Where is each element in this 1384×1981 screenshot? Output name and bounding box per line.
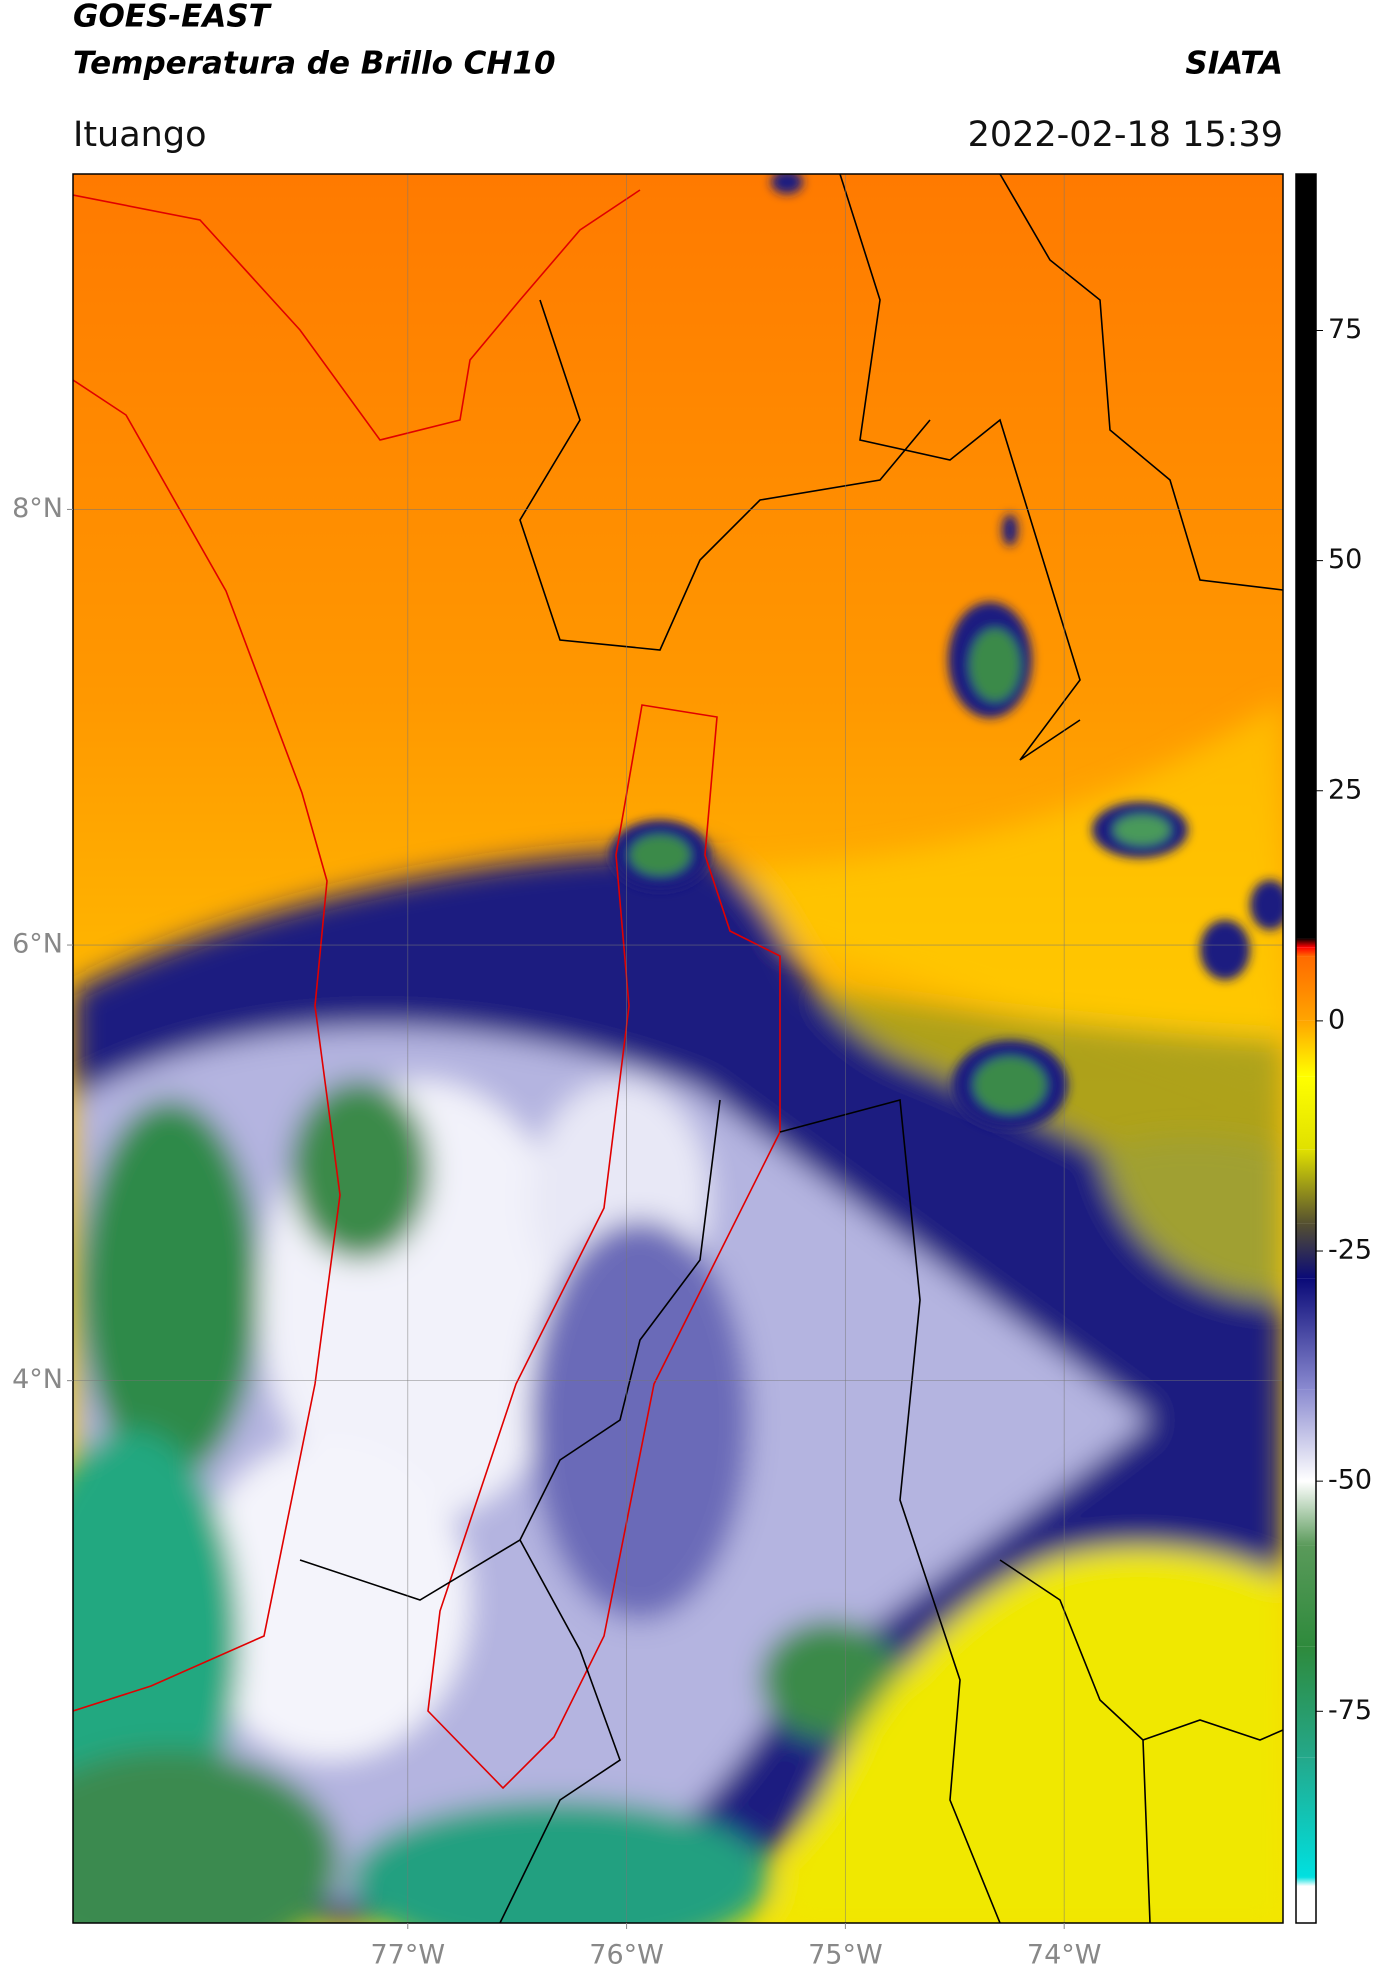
colorbar-segment (1296, 1223, 1316, 1279)
colorbar-segment (1296, 1076, 1316, 1150)
y-tick-label: 4°N (12, 1364, 63, 1395)
colorbar-tick-label: 0 (1328, 1004, 1345, 1035)
x-tick-label: 77°W (370, 1940, 445, 1971)
region-label: Ituango (73, 115, 207, 155)
y-tick-label: 8°N (12, 493, 63, 524)
map-imagery (73, 174, 1283, 1923)
colorbar-segment (1296, 174, 1316, 939)
colorbar-segment (1296, 956, 1316, 1021)
x-tick-label: 75°W (808, 1940, 883, 1971)
x-tick-label: 76°W (589, 1940, 664, 1971)
map-frame (72, 173, 1284, 1924)
colorbar-tick-label: -50 (1328, 1465, 1372, 1496)
colorbar-segment (1296, 1886, 1316, 1923)
satellite-title: GOES-EAST (73, 0, 273, 35)
colorbar-segment (1296, 1149, 1316, 1224)
timestamp: 2022-02-18 15:39 (968, 115, 1283, 155)
colorbar-segment (1296, 1020, 1316, 1077)
colorbar-tick-label: 50 (1328, 544, 1362, 575)
colorbar-tick-label: -75 (1328, 1695, 1372, 1726)
colorbar-segment (1296, 938, 1316, 948)
colorbar-segment (1296, 1545, 1316, 1647)
colorbar-segment (1296, 1389, 1316, 1482)
y-tick-label: 6°N (12, 929, 63, 960)
colorbar-tick-label: 75 (1328, 314, 1362, 345)
colorbar-segment (1296, 1278, 1316, 1390)
colorbar-segment (1296, 1646, 1316, 1758)
brand: SIATA (1185, 46, 1283, 82)
colorbar-segment (1296, 1481, 1316, 1546)
colorbar-frame (1295, 173, 1317, 1924)
colorbar-segment (1296, 1876, 1316, 1887)
graticule (73, 174, 1283, 1923)
colorbar-tick-label: 25 (1328, 774, 1362, 805)
colorbar-segment (1296, 947, 1316, 957)
product-title: Temperatura de Brillo CH10 (73, 46, 556, 82)
colorbar-tick-label: -25 (1328, 1235, 1372, 1266)
x-tick-label: 74°W (1027, 1940, 1102, 1971)
colorbar-segment (1296, 1757, 1316, 1877)
